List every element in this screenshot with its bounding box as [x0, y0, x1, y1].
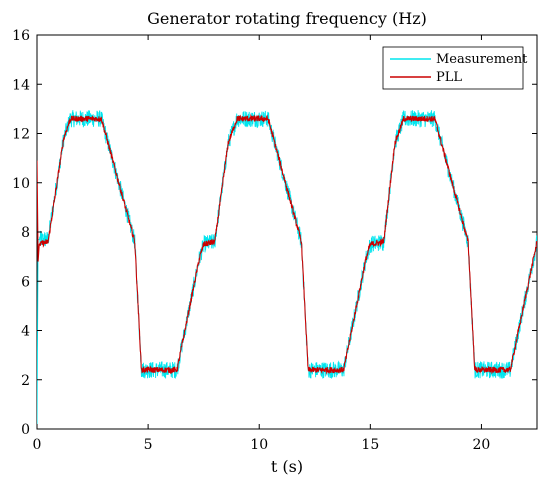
legend-label-pll: PLL	[436, 70, 462, 85]
y-tick-label: 8	[21, 225, 30, 241]
x-tick-label: 10	[250, 437, 268, 453]
y-tick-label: 6	[21, 274, 30, 290]
plot-area: 0 5 10 15 20 0 2 4 6 8 10 12 14 16	[12, 28, 538, 453]
y-tick-label: 14	[12, 77, 30, 93]
series-line-pll	[37, 113, 537, 375]
plot-frame	[36, 34, 538, 430]
y-tick-label: 4	[21, 324, 30, 340]
legend-label-measurement: Measurement	[436, 52, 528, 67]
y-tick-label: 10	[12, 176, 30, 192]
series-layer	[37, 110, 537, 429]
y-tick-label: 16	[12, 28, 30, 44]
ticks-layer: 0 5 10 15 20 0 2 4 6 8 10 12 14 16	[12, 28, 537, 453]
legend-box	[382, 46, 524, 90]
x-tick-label: 0	[33, 437, 42, 453]
legend: Measurement PLL	[382, 46, 528, 90]
chart-title: Generator rotating frequency (Hz)	[147, 9, 427, 28]
x-tick-label: 5	[144, 437, 153, 453]
x-tick-label: 15	[361, 437, 379, 453]
y-tick-label: 0	[21, 422, 30, 438]
x-axis-title: t (s)	[271, 457, 303, 476]
y-tick-label: 2	[21, 373, 30, 389]
y-tick-label: 12	[12, 127, 30, 143]
x-tick-label: 20	[473, 437, 491, 453]
series-line-measurement	[37, 110, 537, 429]
